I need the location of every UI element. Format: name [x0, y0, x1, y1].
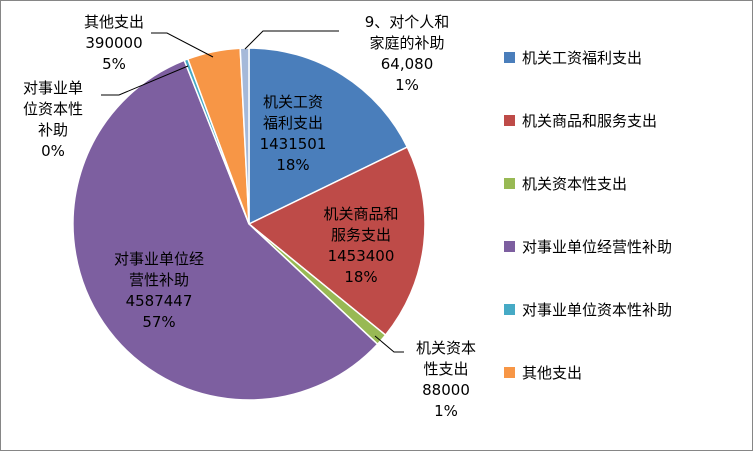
data-label-line: 5%: [102, 55, 126, 73]
legend-label-5: 其他支出: [522, 364, 582, 382]
data-label-line: 性支出: [423, 360, 468, 378]
legend-swatch-3: [504, 241, 515, 252]
data-label-line: 88000: [422, 381, 470, 399]
data-label-line: 机关资本: [416, 339, 476, 357]
data-label-line: 对事业单位经: [114, 250, 204, 268]
data-label-4: 对事业单位资本性补助 0%: [23, 79, 83, 160]
data-label-line: 位资本性: [23, 100, 83, 118]
leader-line-2: [374, 335, 404, 353]
data-label-line: 1%: [395, 76, 419, 94]
legend-swatch-1: [504, 115, 515, 126]
data-label-line: 机关商品和: [323, 205, 398, 223]
data-label-line: 机关工资: [263, 93, 323, 111]
pie-slices: [72, 47, 426, 401]
legend-label-2: 机关资本性支出: [522, 175, 627, 193]
pie-slice-0: [248, 47, 409, 226]
data-label-1: 机关商品和服务支出 1453400 18%: [323, 205, 398, 286]
legend-label-0: 机关工资福利支出: [522, 49, 642, 67]
data-label-line: 福利支出: [263, 114, 323, 132]
leader-line-5: [151, 32, 214, 58]
leader-lines: [101, 30, 404, 353]
data-label-line: 0%: [41, 142, 65, 160]
data-label-line: 服务支出: [331, 226, 391, 244]
legend-swatch-4: [504, 304, 515, 315]
pie-slice-3: [72, 59, 379, 401]
data-label-6: 9、对个人和家庭的补助 64,080 1%: [365, 13, 450, 94]
leader-line-6: [244, 30, 339, 50]
data-label-line: 1%: [434, 402, 458, 420]
data-label-line: 390000: [85, 34, 142, 52]
data-label-3: 对事业单位经营性补助 4587447 57%: [114, 250, 204, 331]
data-label-2: 机关资本性支出 88000 1%: [416, 339, 476, 420]
data-label-line: 18%: [276, 156, 309, 174]
data-label-line: 1453400: [328, 247, 395, 265]
legend-swatch-0: [504, 52, 515, 63]
leader-line-4: [101, 65, 189, 96]
data-label-line: 其他支出: [84, 13, 144, 31]
legend-label-4: 对事业单位资本性补助: [522, 301, 672, 319]
data-label-line: 57%: [142, 313, 175, 331]
data-label-5: 其他支出 390000 5%: [84, 13, 144, 73]
data-label-line: 18%: [344, 268, 377, 286]
legend: 机关工资福利支出机关商品和服务支出机关资本性支出对事业单位经营性补助对事业单位资…: [504, 49, 672, 382]
legend-swatch-5: [504, 367, 515, 378]
data-label-line: 9、对个人和: [365, 13, 450, 31]
legend-label-1: 机关商品和服务支出: [522, 112, 657, 130]
data-labels: 机关工资福利支出 1431501 18% 机关商品和服务支出 1453400 18% 机关资…: [23, 13, 476, 420]
data-label-0: 机关工资福利支出 1431501 18%: [260, 93, 327, 174]
legend-label-3: 对事业单位经营性补助: [522, 238, 672, 256]
data-label-line: 补助: [38, 121, 68, 139]
data-label-line: 对事业单: [23, 79, 83, 97]
data-label-line: 家庭的补助: [369, 34, 444, 52]
pie-slice-6: [239, 47, 250, 225]
data-label-line: 4587447: [126, 292, 193, 310]
data-label-line: 64,080: [381, 55, 434, 73]
legend-swatch-2: [504, 178, 515, 189]
data-label-line: 1431501: [260, 135, 327, 153]
data-label-line: 营性补助: [129, 271, 189, 289]
pie-slice-1: [247, 146, 426, 337]
